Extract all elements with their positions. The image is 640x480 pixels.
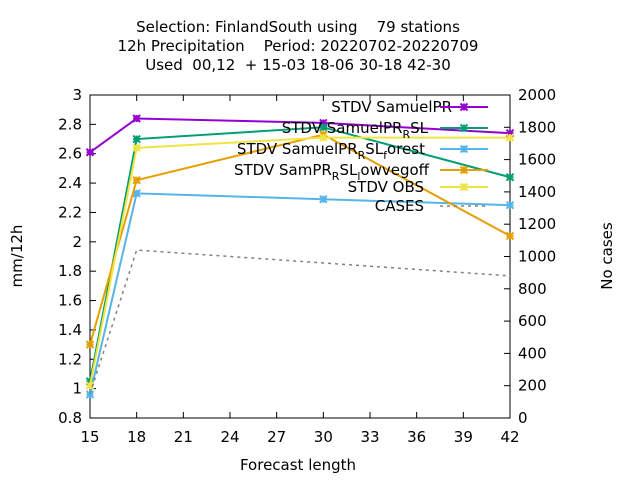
y2-tick-label: 1400 [518, 183, 556, 201]
y-tick-label: 2.6 [58, 145, 82, 163]
y-tick-label: 3 [72, 86, 82, 104]
y-tick-label: 1 [72, 380, 82, 398]
data-point [132, 175, 141, 185]
y-tick-label: 1.6 [58, 292, 82, 310]
y-tick-label: 0.8 [58, 409, 82, 427]
y2-tick-label: 1600 [518, 151, 556, 169]
legend-item: STDV SamPRRSLlowvegoff [234, 161, 488, 183]
legend-label: STDV SamPRRSLlowvegoff [234, 161, 430, 183]
y-tick-label: 1.2 [58, 350, 82, 368]
legend-marker [459, 123, 469, 133]
title-line-2: 12h Precipitation Period: 20220702-20220… [118, 37, 479, 55]
y-tick-label: 2.2 [58, 203, 82, 221]
series-5 [89, 249, 511, 395]
x-tick-label: 15 [80, 428, 99, 446]
series-2 [85, 189, 515, 399]
legend-item: STDV SamuelPRRSLforest [237, 140, 488, 162]
y2-tick-label: 0 [518, 409, 528, 427]
legend-marker [459, 102, 469, 112]
y-tick-label: 2 [72, 233, 82, 251]
series-line [89, 136, 510, 386]
y2-tick-label: 1000 [518, 248, 556, 266]
legend-item: STDV SamuelPRRSL [282, 119, 488, 141]
title-line-1: Selection: FinlandSouth using 79 station… [136, 18, 460, 36]
legend-item: CASES [375, 197, 488, 215]
x-axis-label: Forecast length [240, 456, 356, 474]
data-point [319, 133, 328, 142]
y-tick-label: 2.4 [58, 174, 82, 192]
series-line [89, 117, 511, 154]
x-tick-label: 33 [360, 428, 379, 446]
x-axis-ticks: 15 18 21 24 27 30 33 36 39 42 [80, 95, 520, 446]
legend-marker [459, 144, 469, 154]
legend-item: STDV OBS [348, 178, 488, 196]
data-point [505, 133, 515, 142]
y-tick-label: 2.8 [58, 115, 82, 133]
data-point [85, 148, 95, 157]
data-point [85, 390, 95, 399]
legend-marker [459, 165, 469, 175]
legend-label: STDV OBS [348, 178, 424, 196]
data-point [505, 173, 515, 182]
legend-label: CASES [375, 197, 424, 215]
x-tick-label: 24 [220, 428, 239, 446]
chart-title: Selection: FinlandSouth using 79 station… [118, 18, 479, 74]
data-point [319, 195, 328, 204]
data-point [319, 123, 328, 132]
data-point [132, 143, 141, 153]
data-point [132, 134, 141, 144]
x-tick-label: 36 [407, 428, 426, 446]
y2-tick-label: 1800 [518, 118, 556, 136]
data-point [132, 114, 141, 123]
y2-tick-label: 800 [518, 280, 547, 298]
data-point [85, 340, 95, 349]
x-tick-label: 27 [267, 428, 286, 446]
y2-axis-label: No cases [598, 222, 616, 290]
data-point [505, 200, 515, 210]
x-tick-label: 42 [500, 428, 519, 446]
x-tick-label: 30 [314, 428, 333, 446]
y2-tick-label: 2000 [518, 86, 556, 104]
legend-label: STDV SamuelPRRSL [282, 119, 429, 141]
y-tick-label: 1.4 [58, 321, 82, 339]
series-line [89, 249, 511, 395]
legend-item: STDV SamuelPR [331, 98, 488, 116]
series-0 [85, 114, 515, 157]
y-axis-label: mm/12h [8, 225, 26, 288]
series-line [89, 192, 511, 395]
legend-label: STDV SamuelPRRSLforest [237, 140, 425, 162]
legend-label: STDV SamuelPR [331, 98, 452, 116]
y2-tick-label: 600 [518, 312, 547, 330]
y2-tick-label: 400 [518, 344, 547, 362]
title-line-3: Used 00,12 + 15-03 18-06 30-18 42-30 [145, 56, 451, 74]
series-4 [85, 133, 515, 390]
y2-tick-label: 200 [518, 377, 547, 395]
x-tick-label: 21 [174, 428, 193, 446]
y-tick-label: 1.8 [58, 262, 82, 280]
y2-tick-label: 1200 [518, 215, 556, 233]
x-tick-label: 39 [454, 428, 473, 446]
legend-marker [459, 182, 469, 192]
y2-axis-ticks: 0 200 400 600 800 1000 1200 1400 1600 1800 2000 [504, 86, 556, 427]
series-layer [85, 114, 515, 399]
data-point [505, 231, 515, 241]
x-tick-label: 18 [127, 428, 146, 446]
